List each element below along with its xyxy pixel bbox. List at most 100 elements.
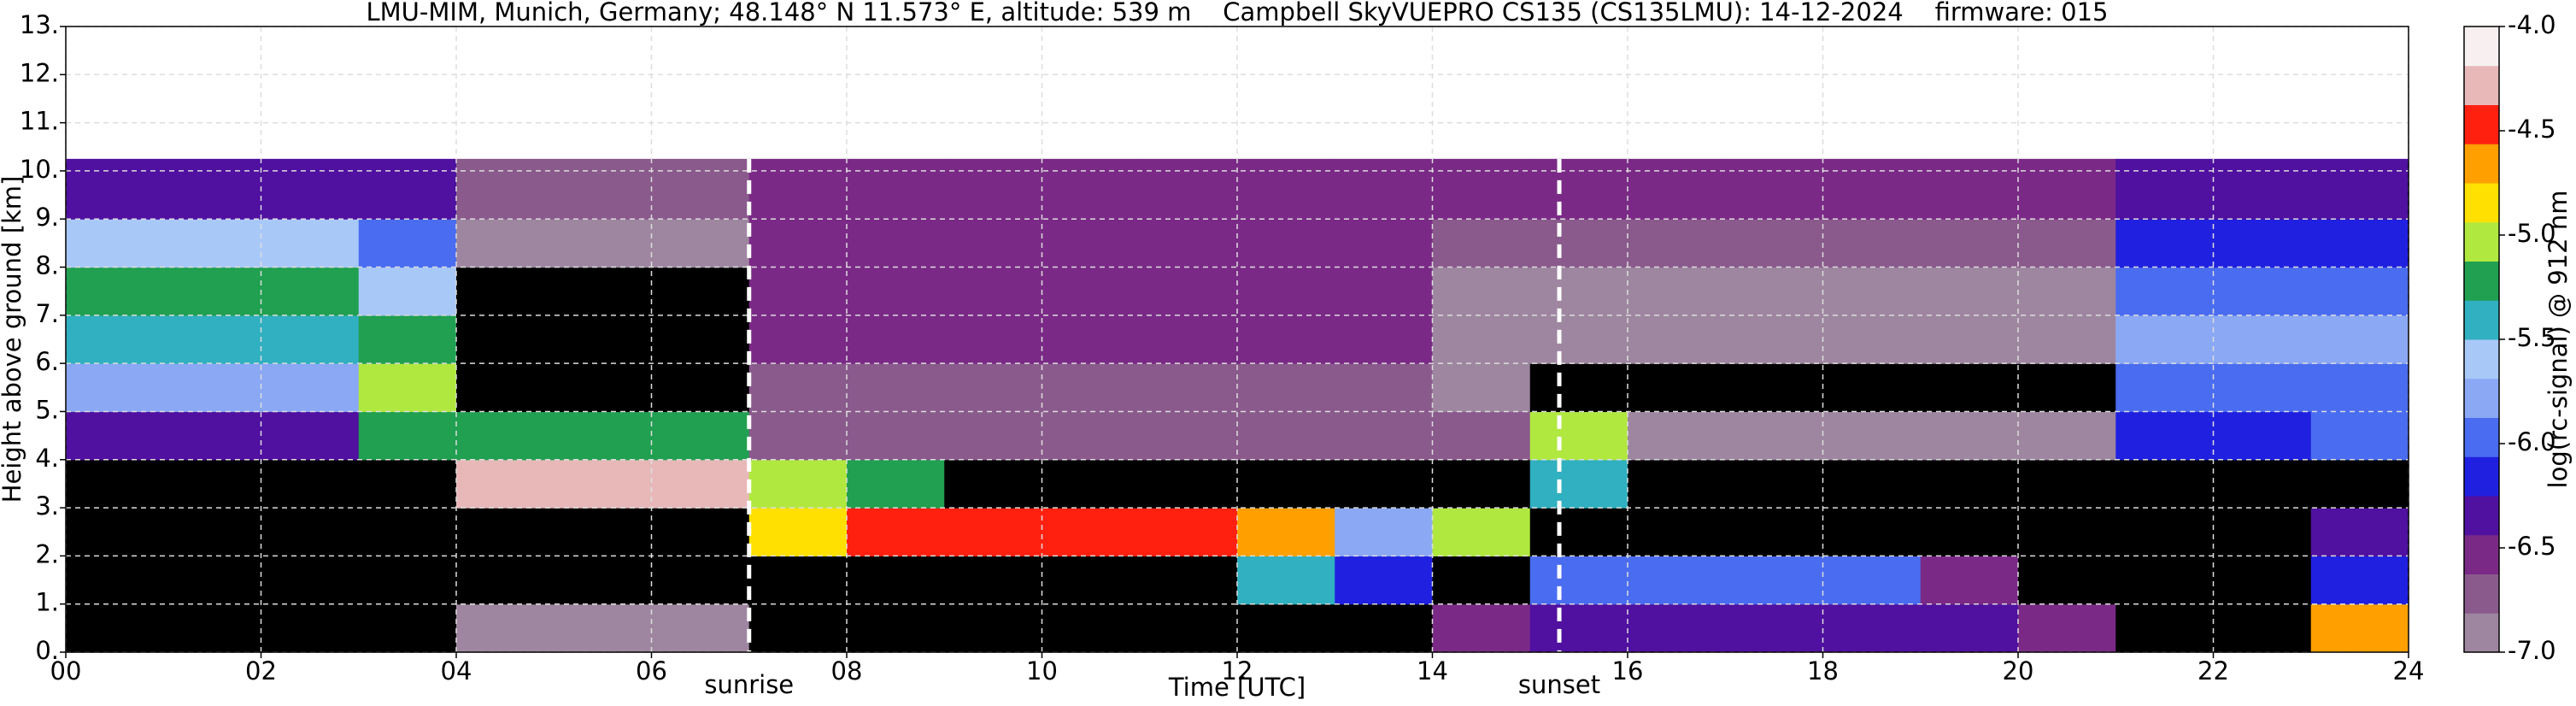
x-tick-label: 08 bbox=[831, 656, 863, 685]
heatmap-cell bbox=[66, 603, 164, 653]
heatmap-cell bbox=[1628, 556, 1726, 605]
heatmap-cell bbox=[554, 508, 653, 556]
colorbar-segment bbox=[2464, 417, 2499, 457]
heatmap-cell bbox=[1139, 459, 1238, 509]
heatmap-cell bbox=[1139, 219, 1238, 268]
heatmap-cell bbox=[1725, 267, 1824, 316]
heatmap-cell bbox=[1822, 411, 1922, 461]
heatmap-cell bbox=[1628, 158, 1726, 220]
heatmap-cell bbox=[1139, 411, 1238, 461]
heatmap-cell bbox=[847, 459, 945, 509]
heatmap-cell bbox=[1042, 363, 1141, 413]
heatmap-cell bbox=[748, 459, 848, 509]
heatmap-cell bbox=[2018, 411, 2116, 461]
heatmap-cell bbox=[261, 219, 360, 268]
colorbar-segment bbox=[2464, 574, 2499, 614]
heatmap-cell bbox=[163, 363, 262, 413]
heatmap-cell bbox=[651, 459, 750, 509]
heatmap-cell bbox=[748, 363, 848, 413]
heatmap-cell bbox=[748, 411, 848, 461]
heatmap-cell bbox=[1237, 315, 1335, 364]
heatmap-cell bbox=[2213, 158, 2312, 220]
heatmap-cell bbox=[1432, 158, 1531, 220]
heatmap-cell bbox=[1139, 267, 1238, 316]
colorbar-segment bbox=[2464, 183, 2499, 223]
heatmap-cell bbox=[651, 315, 750, 364]
heatmap-cell bbox=[66, 556, 164, 605]
heatmap-cell bbox=[1822, 219, 1922, 268]
heatmap-cell bbox=[847, 363, 945, 413]
heatmap-cell bbox=[651, 603, 750, 653]
heatmap-cell bbox=[1628, 411, 1726, 461]
heatmap-cell bbox=[2115, 315, 2215, 364]
heatmap-cell bbox=[1237, 158, 1335, 220]
x-tick-label: 06 bbox=[636, 656, 667, 685]
heatmap-cell bbox=[2213, 363, 2312, 413]
heatmap-cell bbox=[1822, 363, 1922, 413]
heatmap-cell bbox=[944, 267, 1043, 316]
heatmap-cell bbox=[944, 459, 1043, 509]
heatmap-cell bbox=[554, 315, 653, 364]
heatmap-cell bbox=[1725, 603, 1824, 653]
heatmap-cell bbox=[66, 411, 164, 461]
heatmap-cell bbox=[554, 603, 653, 653]
heatmap-cell bbox=[261, 556, 360, 605]
heatmap-cell bbox=[2213, 267, 2312, 316]
heatmap-cell bbox=[554, 411, 653, 461]
colorbar-segment bbox=[2464, 221, 2499, 262]
heatmap-cell bbox=[2213, 556, 2312, 605]
heatmap-cell bbox=[1822, 158, 1922, 220]
heatmap-cell bbox=[358, 315, 457, 364]
heatmap-cell bbox=[1822, 508, 1922, 556]
heatmap-cell bbox=[1237, 411, 1335, 461]
colorbar-segment bbox=[2464, 144, 2499, 184]
heatmap-cell bbox=[1335, 508, 1434, 556]
heatmap-cell bbox=[1529, 315, 1628, 364]
heatmap-cell bbox=[261, 459, 360, 509]
heatmap-cell bbox=[163, 411, 262, 461]
annotation-label: sunset bbox=[1518, 670, 1600, 699]
heatmap-cell bbox=[1529, 603, 1628, 653]
heatmap-cell bbox=[2115, 363, 2215, 413]
heatmap-cell bbox=[1920, 363, 2019, 413]
heatmap-cell bbox=[1237, 219, 1335, 268]
heatmap-cell bbox=[944, 219, 1043, 268]
heatmap-cell bbox=[261, 315, 360, 364]
heatmap-cell bbox=[651, 508, 750, 556]
heatmap-cell bbox=[261, 603, 360, 653]
heatmap-cell bbox=[1725, 363, 1824, 413]
heatmap-cell bbox=[944, 411, 1043, 461]
heatmap-cell bbox=[1725, 411, 1824, 461]
heatmap-cell bbox=[2115, 556, 2215, 605]
heatmap-cell bbox=[261, 411, 360, 461]
heatmap-cell bbox=[456, 603, 555, 653]
colorbar-segment bbox=[2464, 26, 2499, 67]
heatmap-cell bbox=[1920, 603, 2019, 653]
heatmap-cell bbox=[163, 603, 262, 653]
colorbar-tick-label: -4.0 bbox=[2508, 10, 2556, 39]
colorbar-tick-label: -5.0 bbox=[2508, 219, 2556, 248]
plot-area bbox=[66, 158, 2409, 653]
heatmap-cell bbox=[847, 315, 945, 364]
heatmap-cell bbox=[554, 219, 653, 268]
heatmap-cell bbox=[1920, 459, 2019, 509]
colorbar-tick-label: -6.5 bbox=[2508, 532, 2556, 561]
heatmap-cell bbox=[1920, 315, 2019, 364]
heatmap-cell bbox=[651, 411, 750, 461]
heatmap-cell bbox=[1920, 158, 2019, 220]
heatmap-cell bbox=[1432, 603, 1531, 653]
heatmap-cell bbox=[1237, 556, 1335, 605]
y-tick-label: 4. bbox=[35, 444, 59, 473]
heatmap-cell bbox=[1822, 267, 1922, 316]
heatmap-cell bbox=[2310, 459, 2409, 509]
heatmap-cell bbox=[847, 508, 945, 556]
x-tick-label: 22 bbox=[2198, 656, 2229, 685]
colorbar-tick-label: -5.5 bbox=[2508, 323, 2556, 352]
heatmap-cell bbox=[2018, 315, 2116, 364]
heatmap-cell bbox=[1237, 363, 1335, 413]
heatmap-cell bbox=[358, 363, 457, 413]
colorbar-segment bbox=[2464, 339, 2499, 379]
heatmap-cell bbox=[456, 556, 555, 605]
heatmap-cell bbox=[944, 363, 1043, 413]
chart-title: LMU-MIM, Munich, Germany; 48.148° N 11.5… bbox=[367, 0, 2109, 26]
